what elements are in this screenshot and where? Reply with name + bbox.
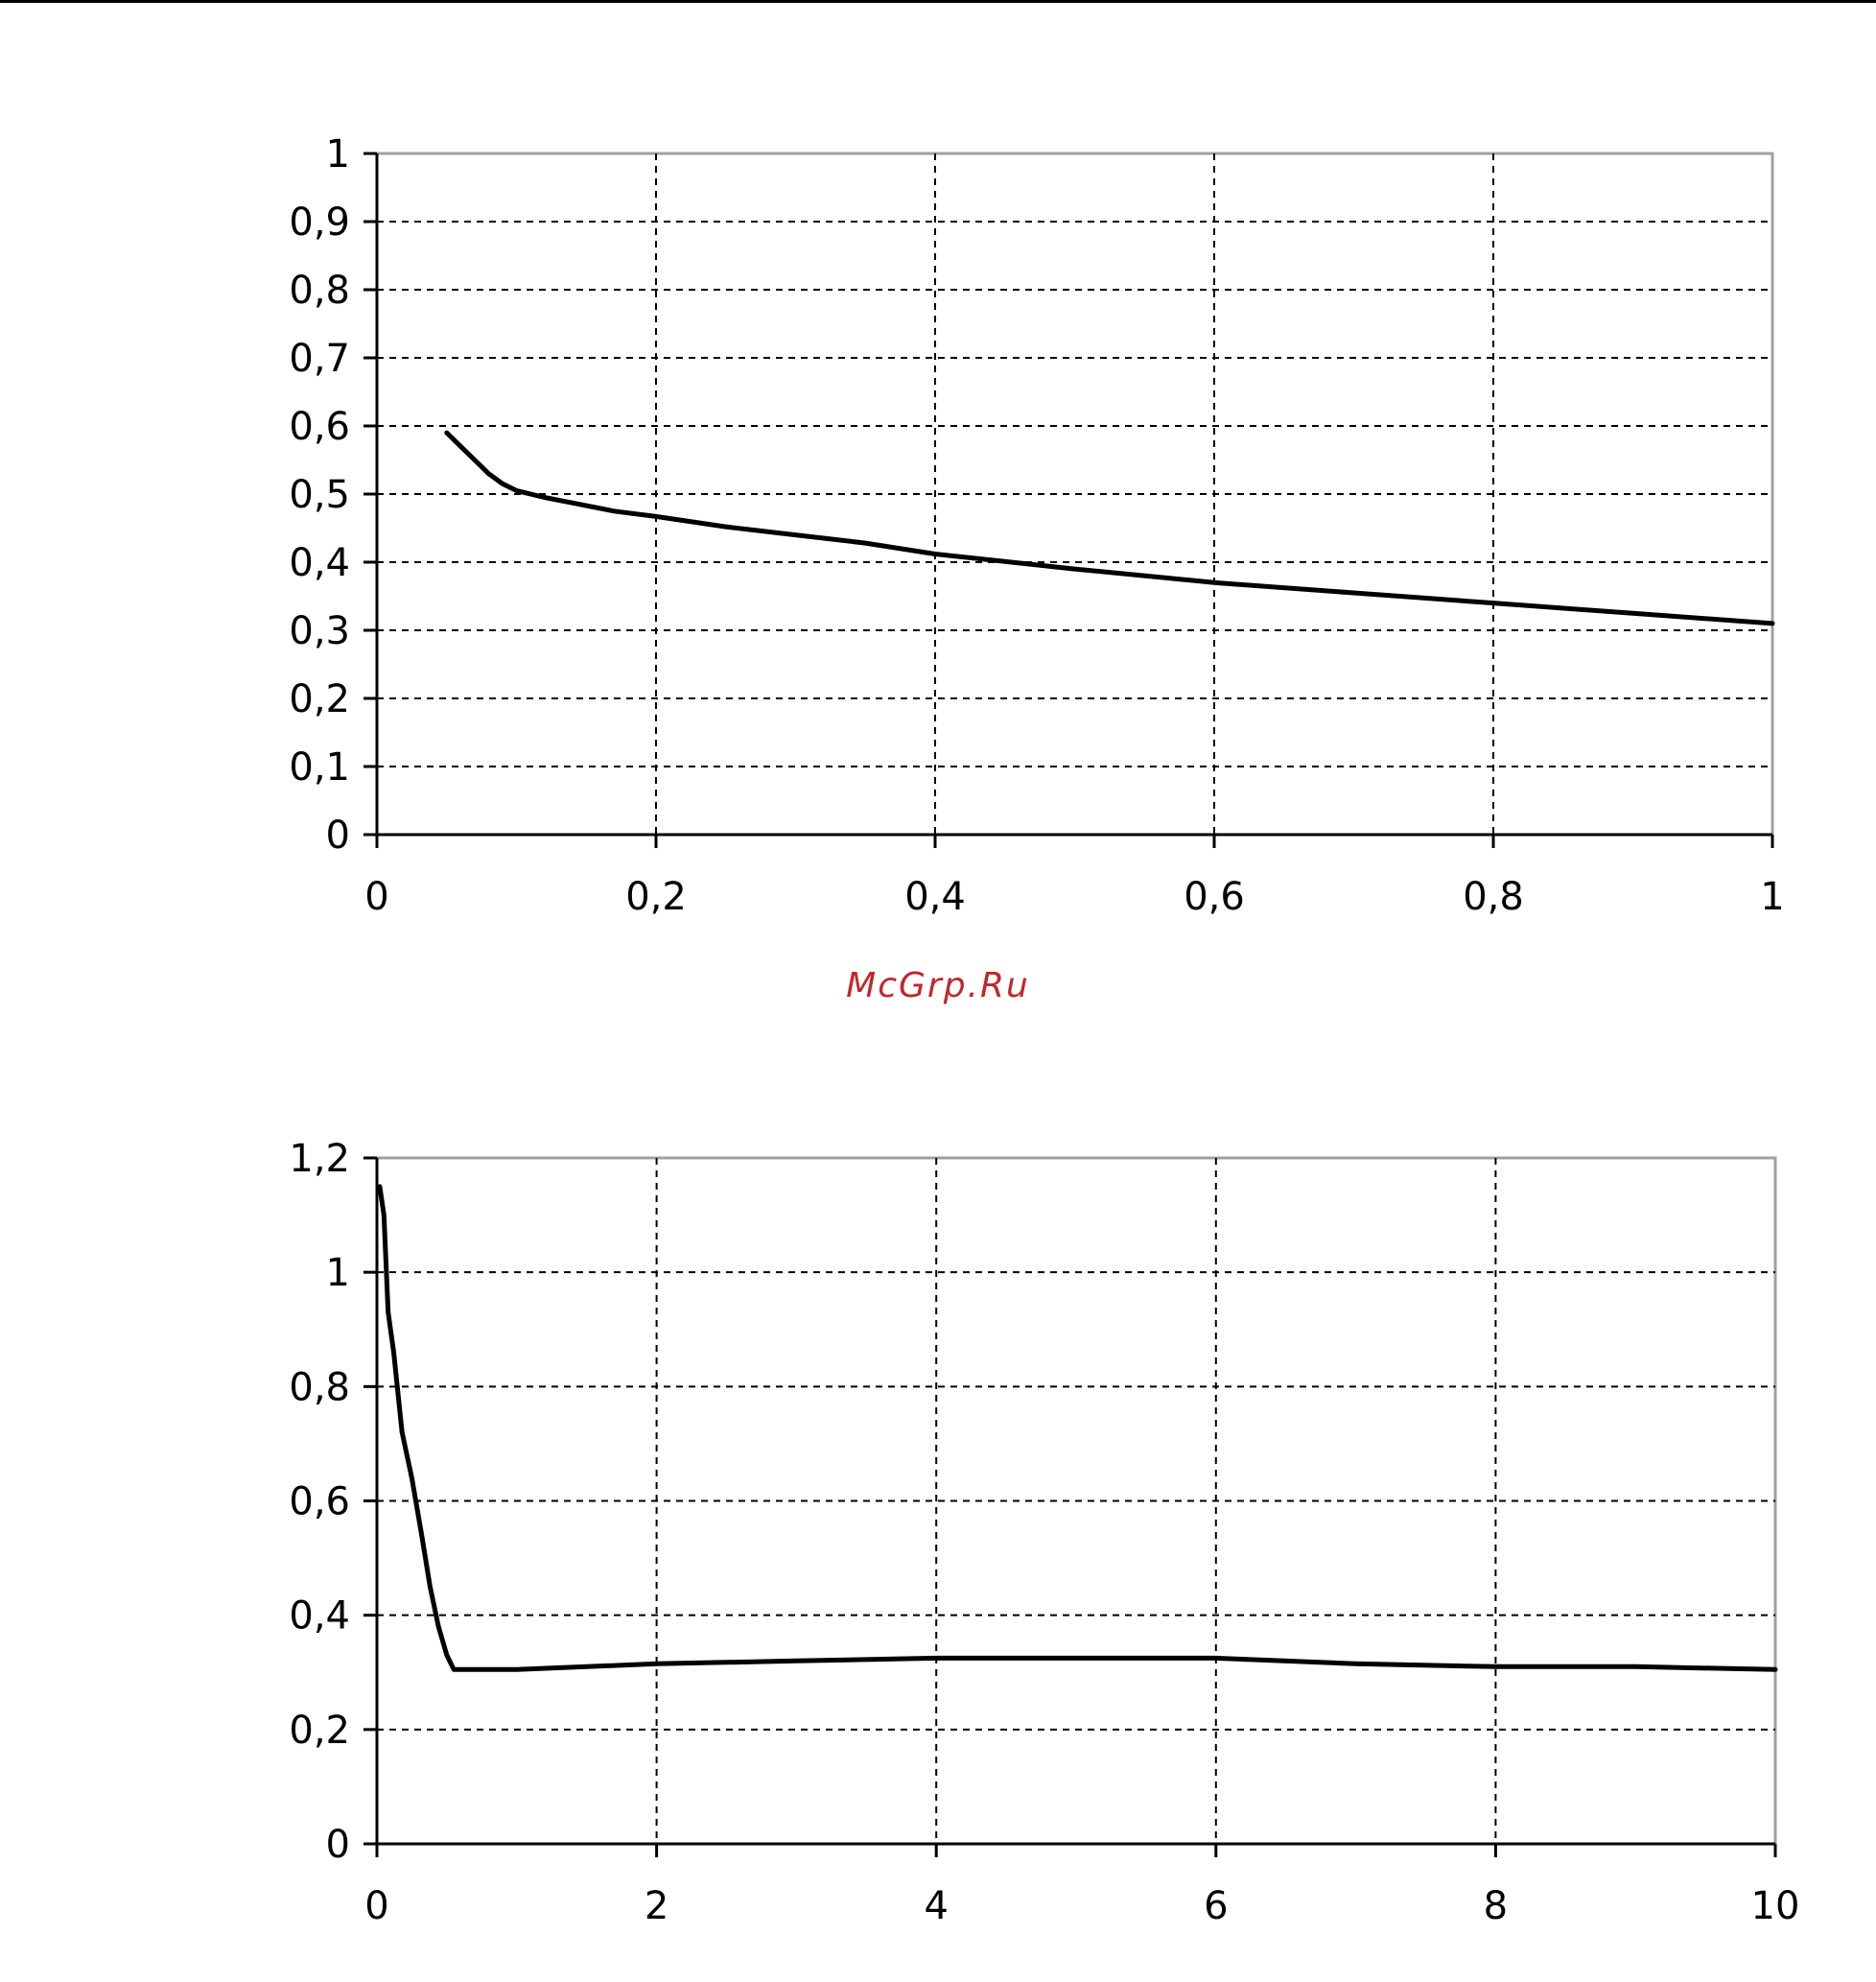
- y-tick-label: 0,6: [289, 1480, 350, 1524]
- y-tick-label: 0,2: [289, 1709, 350, 1753]
- y-tick-label: 0,8: [289, 269, 350, 313]
- y-tick-label: 0,9: [289, 201, 350, 245]
- series-line: [377, 1184, 1778, 1672]
- y-tick-label: 1,2: [289, 1137, 350, 1181]
- x-tick-label: 0,2: [625, 875, 687, 919]
- x-tick-label: 8: [1484, 1884, 1508, 1928]
- y-tick-label: 0,7: [289, 337, 350, 381]
- x-tick-label: 0: [364, 1884, 388, 1928]
- x-tick-label: 1: [1760, 875, 1784, 919]
- y-tick-label: 0,4: [289, 541, 350, 585]
- y-tick-label: 0,4: [289, 1594, 350, 1639]
- y-tick-label: 0: [326, 814, 350, 858]
- y-tick-label: 0,5: [289, 473, 350, 517]
- x-tick-label: 2: [645, 1884, 668, 1928]
- y-tick-label: 0,3: [289, 609, 350, 653]
- y-tick-label: 0,2: [289, 677, 350, 721]
- chart-top: 0 0,1 0,2 0,3 0,4 0,5 0,6 0,7 0,8 0,9 1 0 0,2 0,4 0,6 0…: [289, 132, 1784, 919]
- x-tick-label: 4: [924, 1884, 948, 1928]
- x-tick-label: 0,6: [1184, 875, 1245, 919]
- y-tick-label: 1: [326, 1251, 350, 1295]
- y-tick-label: 0: [326, 1823, 350, 1867]
- x-tick-label: 0,8: [1463, 875, 1524, 919]
- series-line: [444, 430, 1775, 626]
- top-border-rule: [0, 0, 1876, 3]
- x-tick-label: 10: [1751, 1884, 1800, 1928]
- chart-bottom: 0 0,2 0,4 0,6 0,8 1 1,2 0 2 4 6 8 10: [289, 1137, 1799, 1928]
- x-tick-label: 6: [1204, 1884, 1228, 1928]
- x-tick-label: 0,4: [904, 875, 966, 919]
- y-tick-label: 0,6: [289, 405, 350, 449]
- y-tick-label: 0,8: [289, 1365, 350, 1409]
- x-tick-label: 0: [364, 875, 388, 919]
- y-tick-label: 0,1: [289, 745, 350, 790]
- y-tick-label: 1: [326, 132, 350, 177]
- watermark-text: McGrp.Ru: [846, 966, 1030, 1005]
